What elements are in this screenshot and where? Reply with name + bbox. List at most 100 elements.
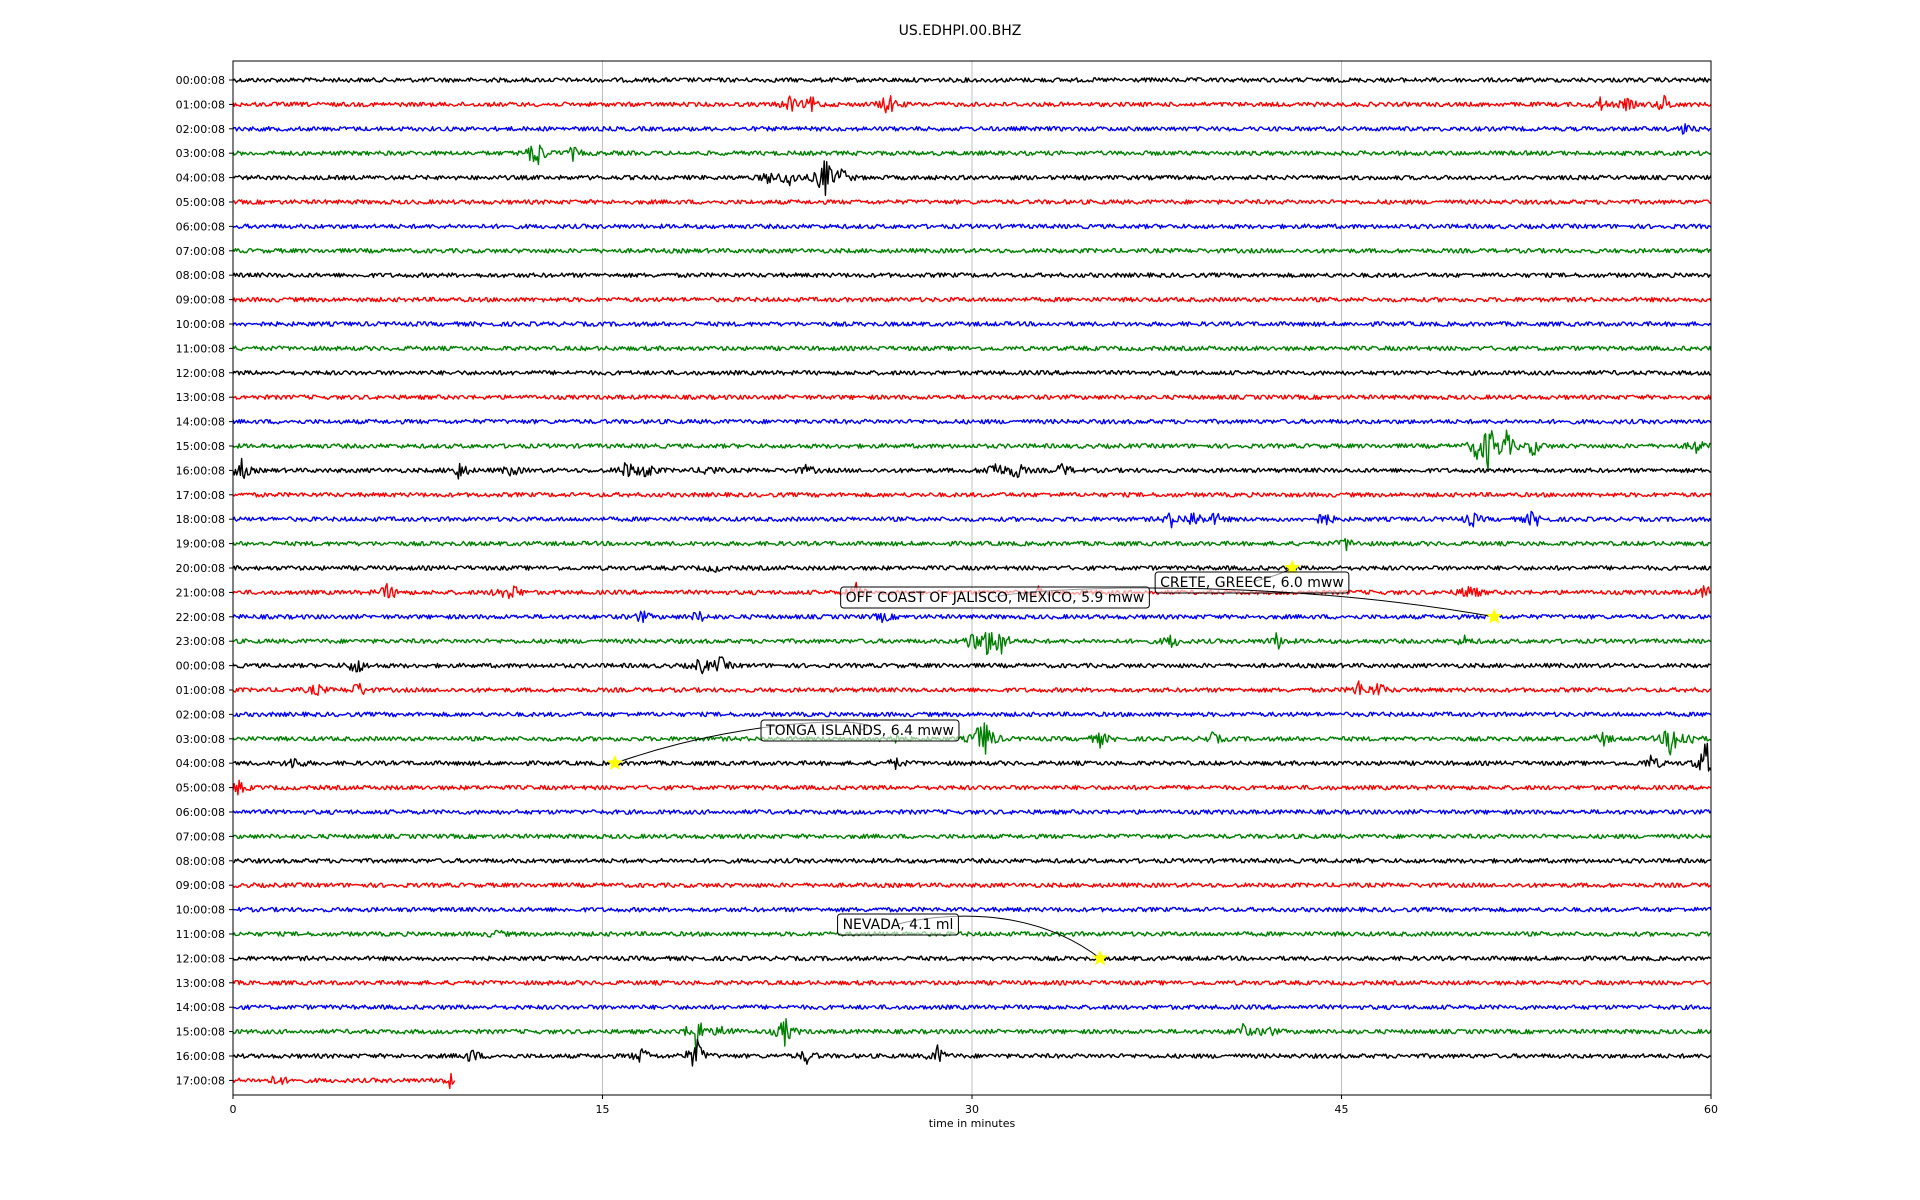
- row-time-label: 12:00:08: [176, 367, 225, 380]
- row-time-label: 13:00:08: [176, 391, 225, 404]
- row-time-label: 06:00:08: [176, 220, 225, 233]
- row-time-label: 21:00:08: [176, 586, 225, 599]
- trace-row: [232, 631, 1712, 656]
- trace-row: [232, 833, 1712, 840]
- row-time-label: 03:00:08: [176, 147, 225, 160]
- row-time-label: 14:00:08: [176, 1001, 225, 1014]
- row-time-label: 05:00:08: [176, 196, 225, 209]
- trace-row: [232, 510, 1712, 529]
- event-label: CRETE, GREECE, 6.0 mww: [1154, 571, 1350, 594]
- trace-row: [232, 123, 1712, 135]
- row-time-label: 20:00:08: [176, 562, 225, 575]
- row-time-label: 11:00:08: [176, 928, 225, 941]
- event-label-box: [760, 719, 960, 742]
- trace-row: [232, 1004, 1712, 1011]
- event-star-marker: [606, 754, 624, 771]
- row-time-label: 00:00:08: [176, 74, 225, 87]
- row-time-label: 02:00:08: [176, 123, 225, 136]
- trace-row: [232, 77, 1712, 83]
- row-time-label: 08:00:08: [176, 269, 225, 282]
- event-label: OFF COAST OF JALISCO, MEXICO, 5.9 mww: [840, 586, 1150, 609]
- trace-row: [232, 742, 1712, 772]
- trace-row: [232, 491, 1712, 498]
- row-time-label: 16:00:08: [176, 1050, 225, 1063]
- x-tick-label: 0: [230, 1103, 237, 1116]
- trace-row: [232, 656, 1711, 675]
- row-time-label: 02:00:08: [176, 708, 225, 721]
- x-tick-label: 45: [1335, 1103, 1349, 1116]
- trace-row: [232, 321, 1712, 327]
- x-tick-label: 15: [596, 1103, 610, 1116]
- trace-row: [232, 272, 1712, 279]
- row-time-label: 07:00:08: [176, 245, 225, 258]
- trace-row: [232, 247, 1712, 254]
- event-label: TONGA ISLANDS, 6.4 mww: [760, 719, 960, 742]
- row-time-label: 06:00:08: [176, 806, 225, 819]
- event-star-marker: [1485, 608, 1503, 624]
- event-label: NEVADA, 4.1 ml: [837, 913, 959, 936]
- x-axis: 0 15 30 45 60: [230, 1095, 1718, 1116]
- row-time-label: 15:00:08: [176, 440, 225, 453]
- trace-row: [232, 537, 1712, 552]
- trace-row: [232, 711, 1712, 718]
- trace-row: [232, 955, 1712, 962]
- trace-row: [232, 94, 1712, 114]
- event-star-marker: [1091, 949, 1109, 966]
- row-time-label: 18:00:08: [176, 513, 225, 526]
- row-time-label: 19:00:08: [176, 538, 225, 551]
- trace-row: [232, 394, 1712, 401]
- event-label-box: [1154, 571, 1350, 594]
- row-time-label: 23:00:08: [176, 635, 225, 648]
- trace-row: [232, 144, 1712, 166]
- row-time-label: 16:00:08: [176, 464, 225, 477]
- trace-row: [232, 418, 1712, 425]
- event-star-marker: [1283, 559, 1301, 576]
- x-axis-label: time in minutes: [929, 1117, 1016, 1130]
- row-time-label: 07:00:08: [176, 830, 225, 843]
- row-time-label: 01:00:08: [176, 98, 225, 111]
- row-time-label: 04:00:08: [176, 757, 225, 770]
- trace-row: [232, 680, 1712, 696]
- trace-row: [232, 979, 1712, 986]
- trace-row: [232, 610, 1712, 624]
- row-time-label: 03:00:08: [176, 733, 225, 746]
- trace-row: [232, 345, 1712, 352]
- row-time-label: 09:00:08: [176, 879, 225, 892]
- row-time-label: 17:00:08: [176, 1074, 225, 1087]
- trace-row: [232, 296, 1712, 303]
- row-time-label: 13:00:08: [176, 977, 225, 990]
- trace-row: [232, 857, 1712, 864]
- row-time-label: 15:00:08: [176, 1026, 225, 1039]
- trace-row: [232, 160, 1712, 196]
- event-label-text: OFF COAST OF JALISCO, MEXICO, 5.9 mww: [846, 590, 1145, 606]
- row-time-label: 17:00:08: [176, 489, 225, 502]
- trace-row: [232, 223, 1712, 230]
- trace-row: [232, 906, 1712, 913]
- trace-row: [232, 429, 1712, 470]
- chart-title: US.EDHPI.00.BHZ: [899, 23, 1022, 39]
- row-time-label: 22:00:08: [176, 611, 225, 624]
- x-tick-label: 30: [965, 1103, 979, 1116]
- row-time-label: 11:00:08: [176, 342, 225, 355]
- row-time-label: 10:00:08: [176, 904, 225, 917]
- trace-row: [232, 457, 1712, 480]
- trace-row: [232, 779, 1712, 796]
- trace-row: [232, 722, 1712, 756]
- event-label-box: [840, 586, 1150, 609]
- row-time-label: 12:00:08: [176, 952, 225, 965]
- x-tick-label: 60: [1704, 1103, 1718, 1116]
- trace-row: [232, 199, 1712, 205]
- trace-row: [232, 929, 1712, 938]
- row-time-label: 08:00:08: [176, 855, 225, 868]
- row-time-label: 10:00:08: [176, 318, 225, 331]
- event-annotations: CRETE, GREECE, 6.0 mww OFF COAST OF JALIS…: [606, 559, 1503, 966]
- trace-row: [232, 882, 1712, 889]
- trace-row: [232, 565, 1712, 573]
- event-label-box: [837, 913, 959, 936]
- trace-row: [232, 1017, 1712, 1057]
- trace-row: [232, 809, 1712, 815]
- event-label-text: CRETE, GREECE, 6.0 mww: [1160, 575, 1344, 591]
- row-time-label: 09:00:08: [176, 294, 225, 307]
- trace-row: [232, 1038, 1712, 1067]
